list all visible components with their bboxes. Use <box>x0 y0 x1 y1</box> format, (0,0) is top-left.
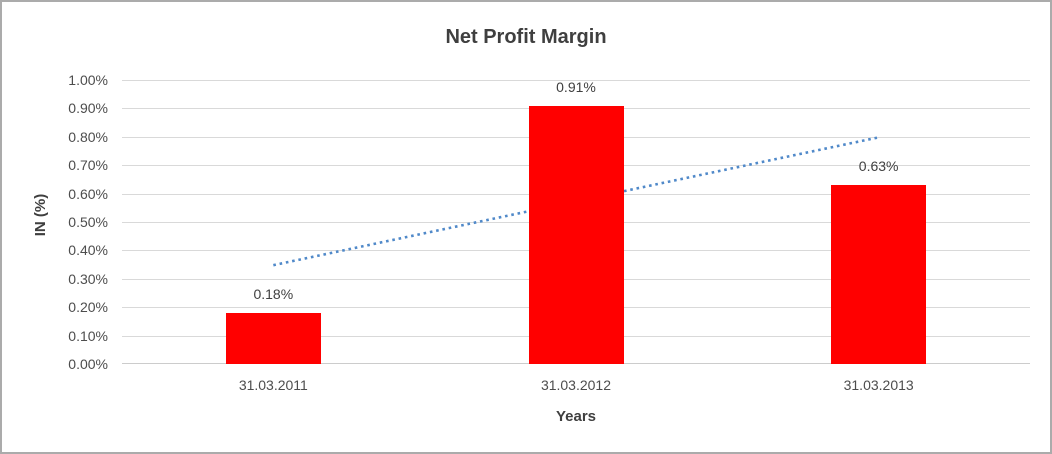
data-label: 0.18% <box>253 285 294 302</box>
data-label: 0.91% <box>556 78 596 95</box>
x-tick-label: 31.03.2013 <box>843 377 914 393</box>
y-tick-label: 0.00% <box>68 356 108 372</box>
chart-title: Net Profit Margin <box>445 26 607 48</box>
bar-31.03.2012 <box>528 105 624 364</box>
x-tick-label: 31.03.2012 <box>540 377 612 393</box>
data-label: 0.63% <box>858 158 899 175</box>
y-tick-label: 0.90% <box>68 100 108 116</box>
y-tick-label: 0.30% <box>68 271 108 287</box>
y-tick-label: 1.00% <box>68 72 108 88</box>
bar-31.03.2011 <box>225 312 321 364</box>
x-axis-title: Years <box>555 408 597 425</box>
y-tick-label: 0.70% <box>68 157 108 173</box>
y-tick-label: 0.10% <box>68 328 108 344</box>
y-tick-label: 0.60% <box>68 186 108 202</box>
plot-area <box>122 80 1030 364</box>
y-tick-label: 0.20% <box>68 299 108 315</box>
y-tick-label: 0.50% <box>68 214 108 230</box>
y-tick-label: 0.80% <box>68 129 108 145</box>
gridline <box>122 80 1030 81</box>
x-tick-label: 31.03.2011 <box>238 377 308 393</box>
y-tick-label: 0.40% <box>68 242 108 258</box>
bar-31.03.2013 <box>831 185 927 364</box>
